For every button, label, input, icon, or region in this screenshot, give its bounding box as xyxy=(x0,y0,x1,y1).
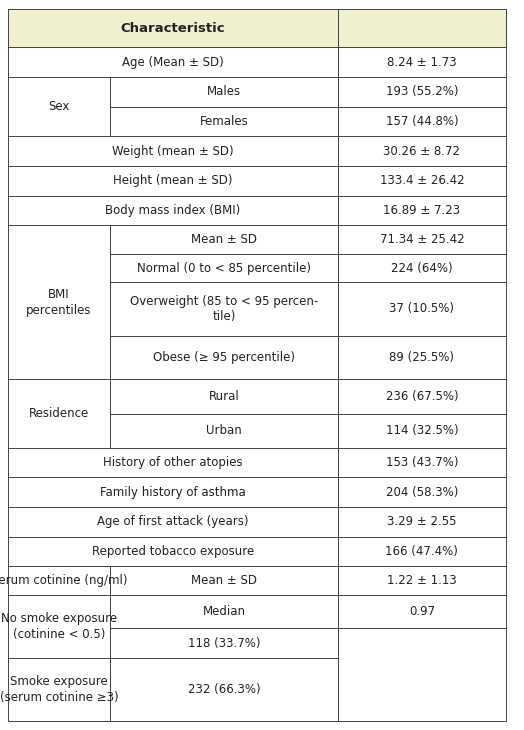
Text: Age of first attack (years): Age of first attack (years) xyxy=(97,515,249,529)
Bar xyxy=(338,77,506,107)
Bar xyxy=(338,196,506,226)
Bar xyxy=(110,77,338,107)
Text: 193 (55.2%): 193 (55.2%) xyxy=(386,85,458,99)
Bar xyxy=(8,77,110,137)
Bar xyxy=(338,9,506,47)
Bar xyxy=(8,9,338,47)
Text: Weight (mean ± SD): Weight (mean ± SD) xyxy=(112,145,234,158)
Text: 16.89 ± 7.23: 16.89 ± 7.23 xyxy=(383,204,461,217)
Text: 118 (33.7%): 118 (33.7%) xyxy=(188,637,260,650)
Text: 37 (10.5%): 37 (10.5%) xyxy=(389,302,454,315)
Text: 89 (25.5%): 89 (25.5%) xyxy=(389,351,454,364)
Bar xyxy=(8,9,338,47)
Bar xyxy=(8,566,110,595)
Bar xyxy=(110,226,338,254)
Text: Age (Mean ± SD): Age (Mean ± SD) xyxy=(122,55,224,69)
Bar xyxy=(110,336,338,380)
Bar xyxy=(8,658,110,721)
Bar xyxy=(338,9,506,47)
Text: Serum cotinine (ng/ml): Serum cotinine (ng/ml) xyxy=(0,574,127,587)
Bar xyxy=(110,566,338,595)
Text: Urban: Urban xyxy=(206,424,242,437)
Bar xyxy=(110,658,338,721)
Bar xyxy=(338,628,506,721)
Bar xyxy=(338,414,506,447)
Text: Females: Females xyxy=(200,115,248,128)
Bar xyxy=(110,595,338,628)
Bar xyxy=(8,595,110,658)
Text: Overweight (85 to < 95 percen-
tile): Overweight (85 to < 95 percen- tile) xyxy=(130,295,318,323)
Bar xyxy=(110,254,338,283)
Text: Mean ± SD: Mean ± SD xyxy=(191,233,257,246)
Text: Normal (0 to < 85 percentile): Normal (0 to < 85 percentile) xyxy=(137,261,311,274)
Bar xyxy=(338,166,506,196)
Text: 1.22 ± 1.13: 1.22 ± 1.13 xyxy=(387,574,457,587)
Text: 204 (58.3%): 204 (58.3%) xyxy=(386,485,458,499)
Bar xyxy=(8,226,110,380)
Text: 3.29 ± 2.55: 3.29 ± 2.55 xyxy=(387,515,456,529)
Text: No smoke exposure
(cotinine < 0.5): No smoke exposure (cotinine < 0.5) xyxy=(1,612,117,641)
Bar xyxy=(8,166,338,196)
Text: Family history of asthma: Family history of asthma xyxy=(100,485,246,499)
Bar xyxy=(8,507,338,537)
Bar xyxy=(110,380,338,414)
Text: 8.24 ± 1.73: 8.24 ± 1.73 xyxy=(387,55,456,69)
Text: Body mass index (BMI): Body mass index (BMI) xyxy=(105,204,241,217)
Bar xyxy=(8,9,338,47)
Bar xyxy=(338,507,506,537)
Text: 153 (43.7%): 153 (43.7%) xyxy=(386,456,458,469)
Bar xyxy=(338,447,506,477)
Bar xyxy=(338,595,506,628)
Text: 232 (66.3%): 232 (66.3%) xyxy=(188,683,260,696)
Text: Smoke exposure
(serum cotinine ≥3): Smoke exposure (serum cotinine ≥3) xyxy=(0,675,118,704)
Text: Sex: Sex xyxy=(48,100,70,113)
Bar xyxy=(338,254,506,283)
Bar xyxy=(338,283,506,336)
Bar xyxy=(338,9,506,47)
Text: BMI
percentiles: BMI percentiles xyxy=(26,288,92,317)
Text: 133.4 ± 26.42: 133.4 ± 26.42 xyxy=(379,174,464,188)
Bar xyxy=(110,414,338,447)
Text: Mean ± SD: Mean ± SD xyxy=(191,574,257,587)
Bar xyxy=(338,107,506,137)
Text: Height (mean ± SD): Height (mean ± SD) xyxy=(113,174,233,188)
Bar xyxy=(338,537,506,566)
Text: 166 (47.4%): 166 (47.4%) xyxy=(385,545,458,558)
Text: History of other atopies: History of other atopies xyxy=(103,456,243,469)
Bar xyxy=(338,226,506,254)
Text: Rural: Rural xyxy=(209,390,239,403)
Text: 0.97: 0.97 xyxy=(409,605,435,618)
Bar xyxy=(110,107,338,137)
Bar xyxy=(338,380,506,414)
Text: Characteristic: Characteristic xyxy=(121,22,225,34)
Bar xyxy=(8,477,338,507)
Bar xyxy=(338,566,506,595)
Bar xyxy=(110,628,338,658)
Bar xyxy=(8,537,338,566)
Text: 224 (64%): 224 (64%) xyxy=(391,261,453,274)
Bar xyxy=(338,47,506,77)
Text: 157 (44.8%): 157 (44.8%) xyxy=(386,115,458,128)
Text: Males: Males xyxy=(207,85,241,99)
Text: Obese (≥ 95 percentile): Obese (≥ 95 percentile) xyxy=(153,351,295,364)
Text: 236 (67.5%): 236 (67.5%) xyxy=(386,390,458,403)
Bar xyxy=(8,380,110,447)
Bar xyxy=(8,447,338,477)
Text: Reported tobacco exposure: Reported tobacco exposure xyxy=(92,545,254,558)
Text: Residence: Residence xyxy=(29,407,89,420)
Bar xyxy=(338,336,506,380)
Bar xyxy=(8,47,338,77)
Text: 30.26 ± 8.72: 30.26 ± 8.72 xyxy=(384,145,460,158)
Text: 114 (32.5%): 114 (32.5%) xyxy=(386,424,458,437)
Bar xyxy=(338,137,506,166)
Bar xyxy=(8,137,338,166)
Bar xyxy=(110,283,338,336)
Bar xyxy=(8,196,338,226)
Text: Median: Median xyxy=(202,605,246,618)
Text: 71.34 ± 25.42: 71.34 ± 25.42 xyxy=(379,233,464,246)
Bar xyxy=(338,477,506,507)
